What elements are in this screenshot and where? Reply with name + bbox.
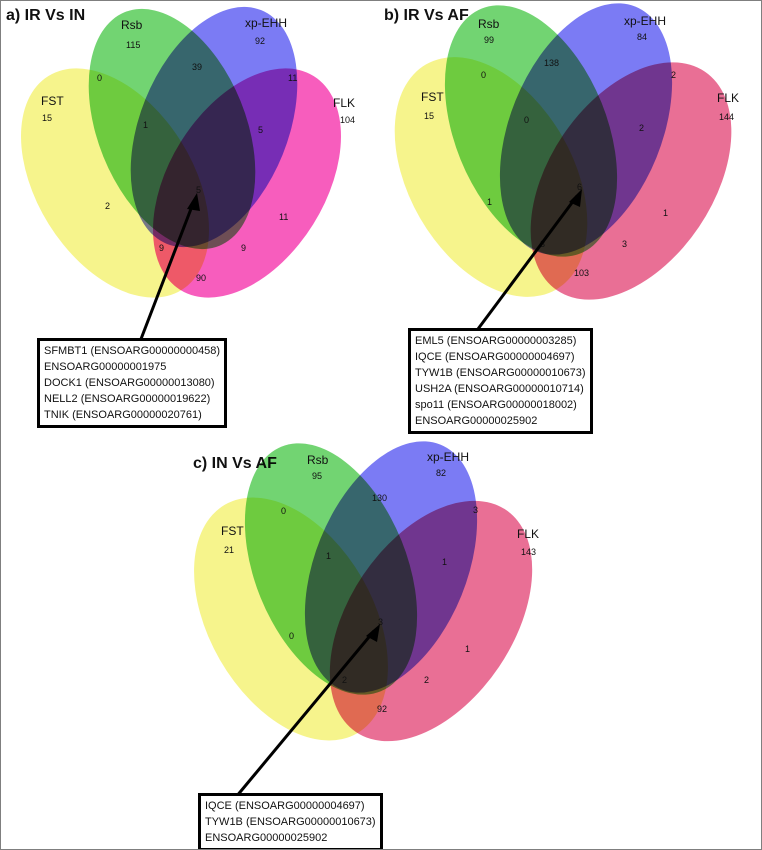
count-xp-flk: 2 <box>671 70 676 80</box>
count-fst-flk: 103 <box>574 268 589 278</box>
callout-arrow-c <box>234 630 376 798</box>
count-xp-only: 84 <box>637 32 647 42</box>
count-flk-only: 143 <box>521 547 536 557</box>
count-fst-rsb-xp: 1 <box>143 120 148 130</box>
gene-item: SFMBT1 (ENSOARG00000000458) <box>44 345 221 357</box>
count-xp-flk: 3 <box>473 505 478 515</box>
count-xp-only: 92 <box>255 36 265 46</box>
count-all: 3 <box>378 617 383 627</box>
count-rsb-xp: 39 <box>192 62 202 72</box>
count-rsb-xp: 138 <box>544 58 559 68</box>
label-xp-ehh: xp-EHH <box>427 450 469 464</box>
venn-ellipses-c <box>194 441 533 742</box>
count-all: 5 <box>196 185 201 195</box>
ellipse-flk <box>153 68 341 298</box>
panel-b-title: b) IR Vs AF <box>384 7 469 24</box>
label-fst: FST <box>41 94 64 108</box>
count-fst-rsb-xp: 1 <box>326 551 331 561</box>
venn-ellipses-b <box>394 3 732 300</box>
gene-callout-b: EML5 (ENSOARG00000003285) IQCE (ENSOARG0… <box>408 328 593 434</box>
count-fst-rsb-flk: 2 <box>424 675 429 685</box>
ellipse-flk <box>329 500 533 742</box>
count-fst-rsb-flk: 9 <box>241 243 246 253</box>
label-xp-ehh: xp-EHH <box>624 14 666 28</box>
gene-item: ENSOARG00000025902 <box>415 415 538 427</box>
gene-item: ENSOARG00000001975 <box>44 361 167 373</box>
gene-item: TNIK (ENSOARG00000020761) <box>44 409 202 421</box>
count-rsb-xp-flk: 1 <box>442 557 447 567</box>
callout-arrowhead-b <box>569 189 582 207</box>
count-rsb-flk: 11 <box>279 212 288 222</box>
count-rsb-only: 95 <box>312 471 322 481</box>
ellipse-flk <box>530 62 732 300</box>
label-rsb: Rsb <box>121 18 143 32</box>
panel-c: c) IN Vs AF FST Rsb xp-EHH FLK 21 95 82 … <box>191 441 571 849</box>
panel-c-title: c) IN Vs AF <box>193 455 277 472</box>
gene-item: TYW1B (ENSOARG00000010673) <box>415 367 586 379</box>
count-fst-rsb-flk: 3 <box>622 239 627 249</box>
label-flk: FLK <box>517 527 539 541</box>
count-fst-flk: 92 <box>377 704 387 714</box>
gene-callout-a: SFMBT1 (ENSOARG00000000458) ENSOARG00000… <box>37 338 228 428</box>
panel-a-title: a) IR Vs IN <box>6 7 86 24</box>
count-fst-only: 15 <box>42 113 52 123</box>
label-flk: FLK <box>333 96 355 110</box>
gene-item: spo11 (ENSOARG00000018002) <box>415 399 577 411</box>
gene-callout-c: IQCE (ENSOARG00000004697) TYW1B (ENSOARG… <box>198 793 383 849</box>
gene-item: ENSOARG00000025902 <box>205 832 328 844</box>
label-xp-ehh: xp-EHH <box>245 16 287 30</box>
count-fst-flk: 90 <box>196 273 206 283</box>
venn-diagram-c: FST Rsb xp-EHH FLK 21 95 82 143 0 130 3 … <box>194 441 539 798</box>
venn-diagram-a: FST Rsb xp-EHH FLK 15 115 92 104 0 39 11… <box>21 6 355 340</box>
count-fst-xp-flk: 2 <box>342 675 347 685</box>
gene-item: NELL2 (ENSOARG00000019622) <box>44 393 211 405</box>
count-rsb-xp-flk: 2 <box>639 123 644 133</box>
count-xp-only: 82 <box>436 468 446 478</box>
count-fst-rsb-xp: 0 <box>524 115 529 125</box>
gene-item: TYW1B (ENSOARG00000010673) <box>205 816 376 828</box>
count-fst-rsb: 0 <box>481 70 486 80</box>
count-rsb-only: 115 <box>126 40 140 50</box>
count-fst-only: 21 <box>224 545 234 555</box>
count-fst-only: 15 <box>424 111 434 121</box>
count-rsb-flk: 1 <box>465 644 470 654</box>
venn-diagram-b: FST Rsb xp-EHH FLK 15 99 84 144 0 138 2 … <box>394 3 739 334</box>
count-fst-xp: 0 <box>289 631 294 641</box>
label-fst: FST <box>221 524 244 538</box>
count-fst-xp: 2 <box>105 201 110 211</box>
label-fst: FST <box>421 90 444 104</box>
count-rsb-only: 99 <box>484 35 494 45</box>
label-flk: FLK <box>717 91 739 105</box>
count-fst-rsb: 0 <box>97 73 102 83</box>
panel-a: a) IR Vs IN FST Rsb xp-EHH FLK 15 115 92… <box>1 1 381 431</box>
venn-ellipses-a <box>21 6 341 298</box>
count-xp-flk: 11 <box>288 73 297 83</box>
count-rsb-xp: 130 <box>372 493 387 503</box>
gene-item: IQCE (ENSOARG00000004697) <box>415 351 575 363</box>
gene-item: IQCE (ENSOARG00000004697) <box>205 800 365 812</box>
gene-item: USH2A (ENSOARG00000010714) <box>415 383 584 395</box>
callout-arrowhead-c <box>366 624 380 642</box>
gene-item: EML5 (ENSOARG00000003285) <box>415 335 577 347</box>
callout-arrow-b <box>473 195 579 334</box>
count-fst-rsb: 0 <box>281 506 286 516</box>
panel-b: b) IR Vs AF FST Rsb xp-EHH FLK 15 99 84 … <box>381 1 761 441</box>
gene-item: DOCK1 (ENSOARG00000013080) <box>44 377 215 389</box>
count-all: 6 <box>577 182 582 192</box>
count-flk-only: 144 <box>719 112 734 122</box>
count-rsb-xp-flk: 5 <box>258 125 263 135</box>
callout-arrow-a <box>139 200 196 340</box>
count-fst-xp: 1 <box>487 197 492 207</box>
label-rsb: Rsb <box>307 453 329 467</box>
count-rsb-flk: 1 <box>663 208 668 218</box>
callout-arrowhead-a <box>187 193 200 211</box>
count-flk-only: 104 <box>340 115 355 125</box>
count-fst-xp-flk: 9 <box>159 243 164 253</box>
label-rsb: Rsb <box>478 17 500 31</box>
